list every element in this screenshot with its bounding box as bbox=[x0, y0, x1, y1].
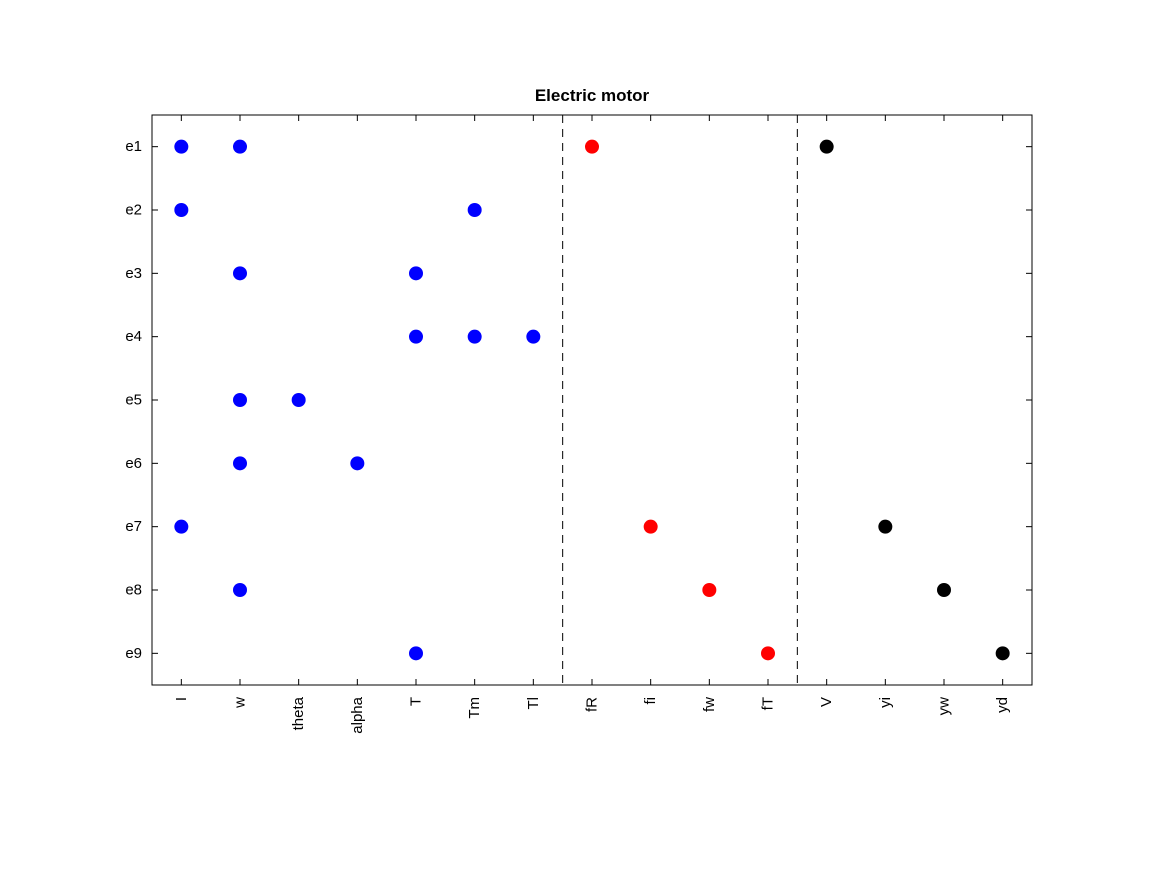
data-point bbox=[468, 203, 482, 217]
data-point bbox=[468, 330, 482, 344]
electric-motor-scatter: Electric motor Iw theta alpha T Tm Tl fR fi fw fT V… bbox=[0, 0, 1167, 875]
chart-container: Electric motor Iw theta alpha T Tm Tl fR fi fw fT V… bbox=[0, 0, 1167, 875]
data-point bbox=[409, 330, 423, 344]
data-point bbox=[233, 266, 247, 280]
y-tick-label: e7 bbox=[125, 518, 142, 535]
data-point bbox=[350, 456, 364, 470]
x-tick-label: alpha bbox=[349, 696, 366, 733]
y-tick-label: e9 bbox=[125, 645, 142, 662]
data-point bbox=[233, 583, 247, 597]
x-tick-label: V bbox=[818, 697, 835, 707]
y-tick-label: e5 bbox=[125, 392, 142, 409]
data-point bbox=[878, 520, 892, 534]
data-point bbox=[644, 520, 658, 534]
x-tick-label: Tl bbox=[525, 697, 542, 710]
x-tick-label: fT bbox=[760, 697, 777, 710]
x-tick-label: yi bbox=[877, 697, 894, 708]
y-tick-label: e6 bbox=[125, 455, 142, 472]
data-point bbox=[233, 140, 247, 154]
y-tick-label: e8 bbox=[125, 582, 142, 599]
data-point bbox=[526, 330, 540, 344]
data-point bbox=[174, 520, 188, 534]
data-point bbox=[761, 646, 775, 660]
plot-border bbox=[152, 115, 1032, 685]
x-tick-label: theta bbox=[290, 696, 307, 730]
x-tick-label: fw bbox=[701, 697, 718, 712]
x-tick-label: fR bbox=[584, 697, 601, 712]
chart-title: Electric motor bbox=[535, 86, 650, 105]
x-tick-label: yd bbox=[994, 697, 1011, 713]
x-tick-label: T bbox=[408, 697, 425, 706]
data-point bbox=[174, 140, 188, 154]
data-point bbox=[174, 203, 188, 217]
data-point bbox=[233, 456, 247, 470]
x-tick-label: Tm bbox=[466, 697, 483, 719]
data-point bbox=[409, 266, 423, 280]
x-tick-label: yw bbox=[936, 697, 953, 716]
y-tick-label: e2 bbox=[125, 202, 142, 219]
data-point bbox=[409, 646, 423, 660]
data-point bbox=[702, 583, 716, 597]
x-tick-label: fi bbox=[642, 697, 659, 705]
data-point bbox=[937, 583, 951, 597]
y-tick-label: e3 bbox=[125, 265, 142, 282]
x-tick-label: I bbox=[173, 697, 190, 701]
data-point bbox=[292, 393, 306, 407]
y-tick-label: e1 bbox=[125, 138, 142, 155]
data-point bbox=[996, 646, 1010, 660]
data-point bbox=[585, 140, 599, 154]
y-tick-label: e4 bbox=[125, 328, 142, 345]
x-tick-label: w bbox=[232, 697, 249, 709]
data-point bbox=[233, 393, 247, 407]
data-point bbox=[820, 140, 834, 154]
